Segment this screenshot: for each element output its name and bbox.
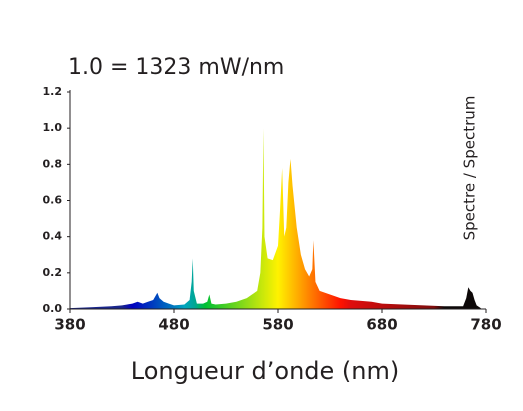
y-tick-label: 1.0: [43, 121, 63, 134]
x-tick-label: 580: [262, 316, 293, 334]
x-tick-label: 680: [366, 316, 397, 334]
y-tick-label: 0.0: [43, 302, 63, 315]
x-axis-label: Longueur d’onde (nm): [131, 357, 399, 385]
side-label: Spectre / Spectrum: [461, 96, 479, 241]
y-tick-label: 0.2: [43, 266, 63, 279]
y-tick-label: 0.8: [43, 157, 63, 170]
y-tick-label: 0.4: [43, 230, 63, 243]
y-tick-label: 0.6: [43, 194, 63, 207]
chart-title: 1.0 = 1323 mW/nm: [68, 55, 284, 80]
x-tick-label: 780: [470, 316, 501, 334]
x-tick-label: 380: [54, 316, 85, 334]
x-tick-label: 480: [158, 316, 189, 334]
y-tick-label: 1.2: [43, 85, 63, 98]
spectrum-area: [70, 128, 481, 309]
